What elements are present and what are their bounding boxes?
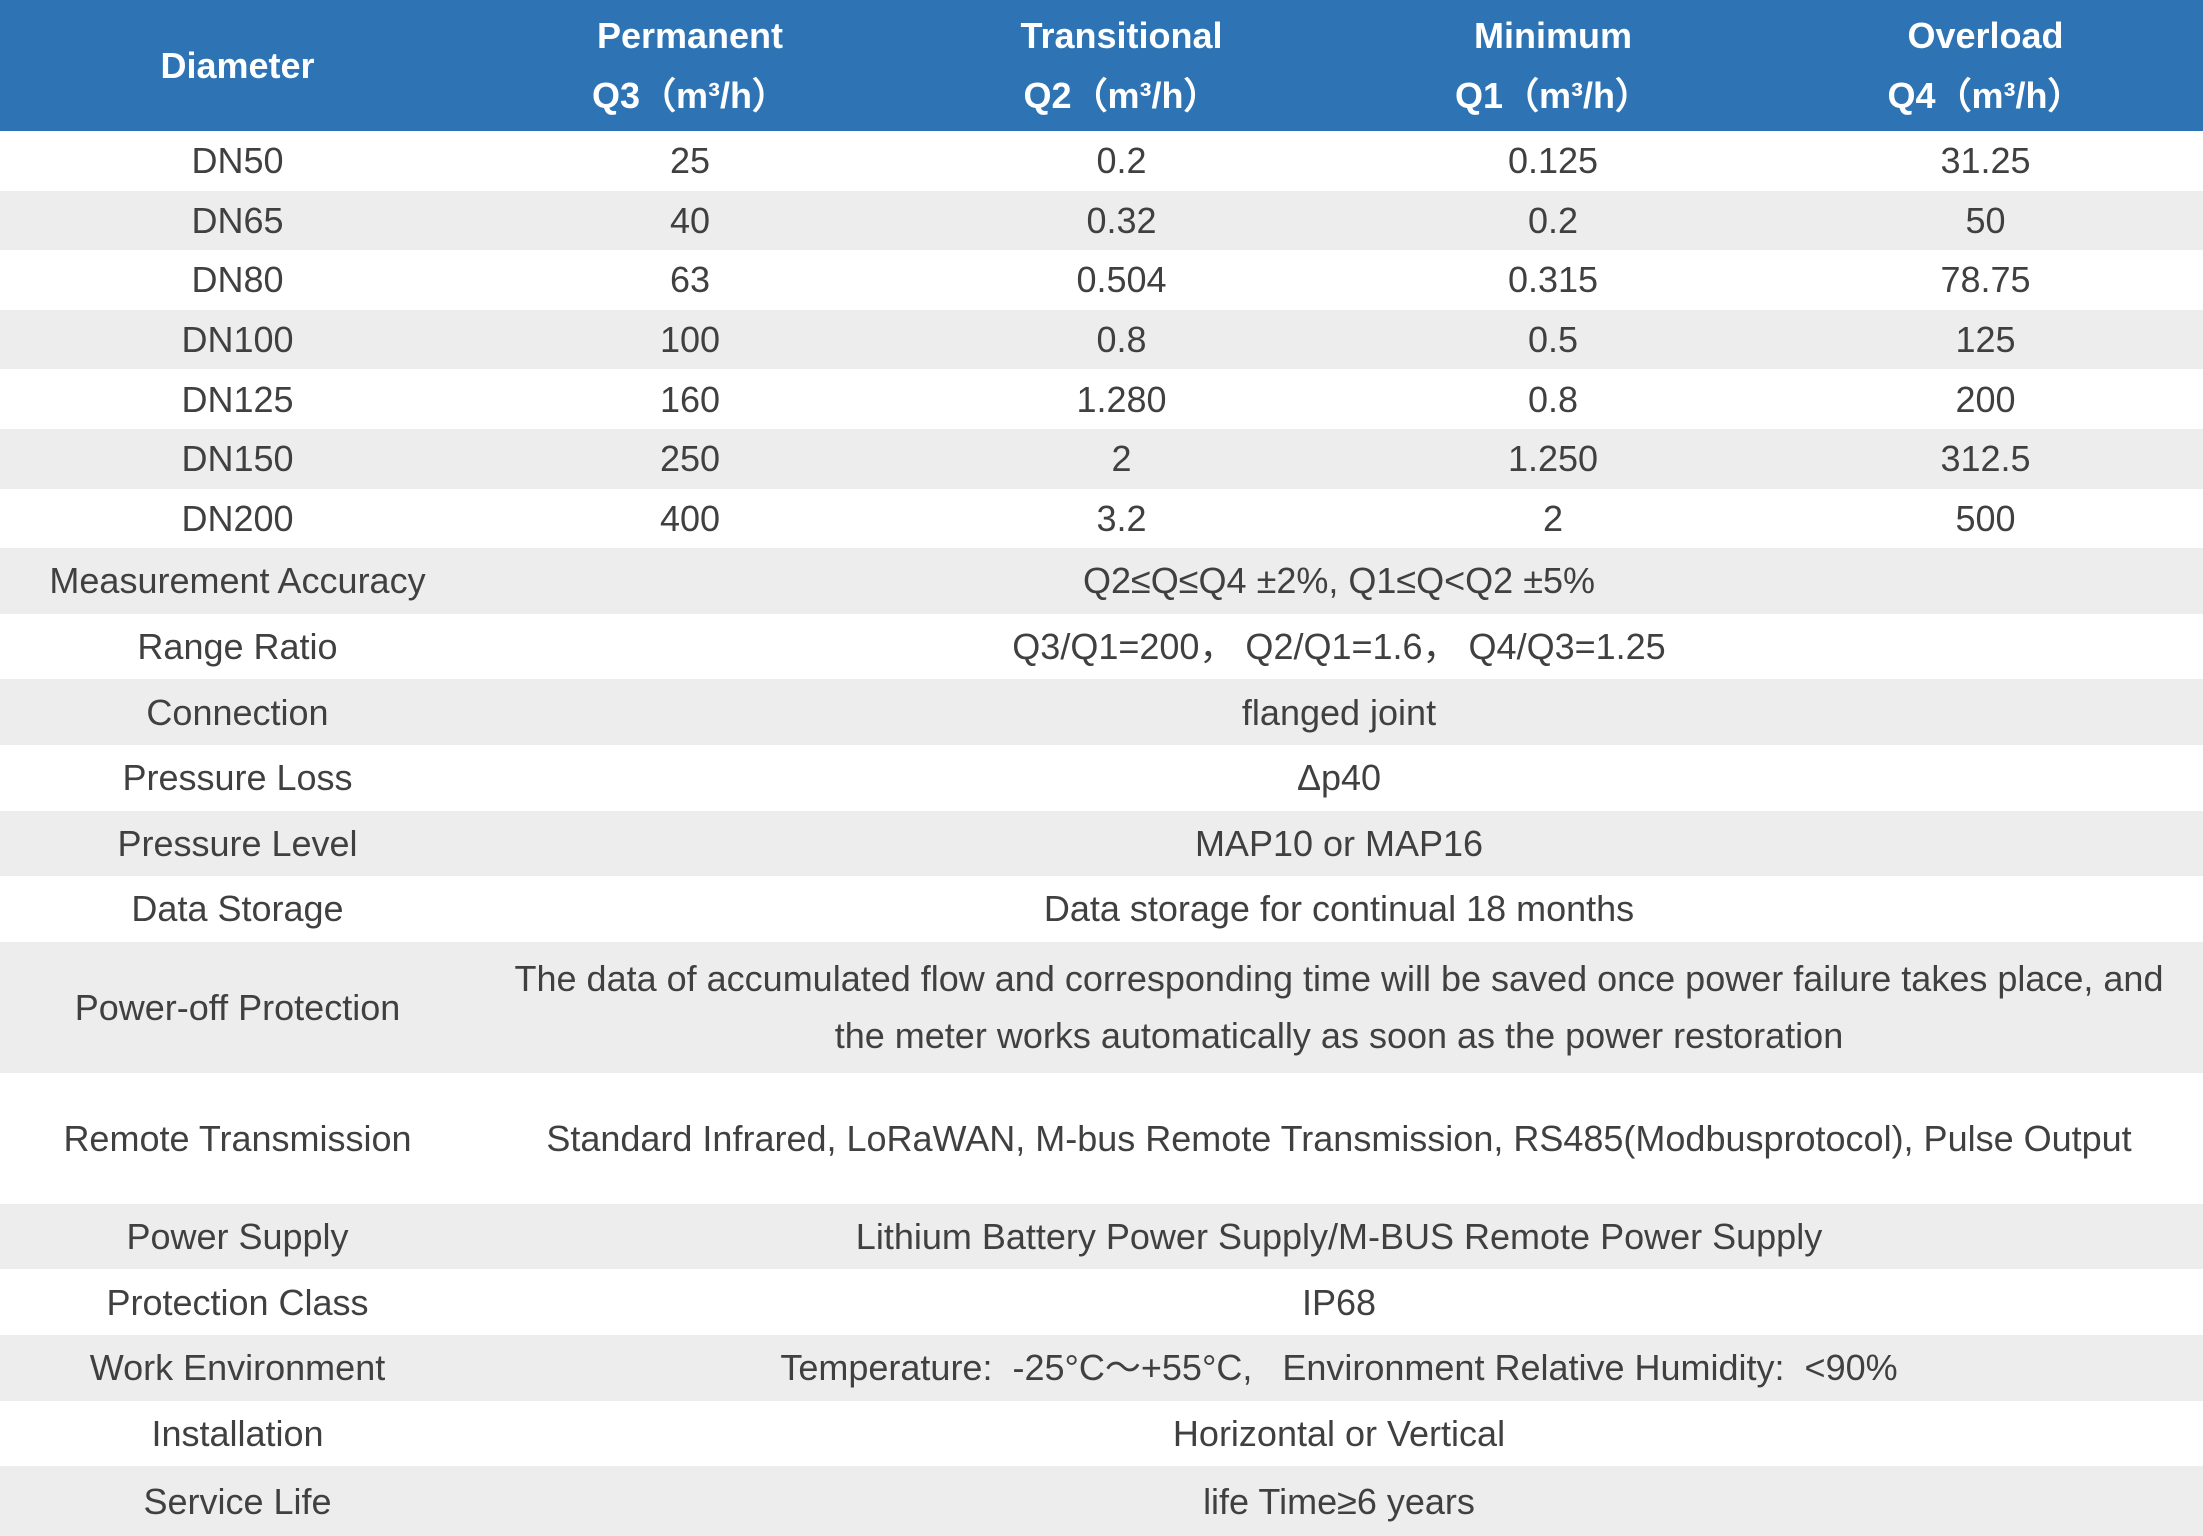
header-overload-unit: Q4（m³/h） — [1887, 74, 2084, 116]
spec-label: Service Life — [143, 1480, 332, 1522]
q4-cell: 500 — [1955, 497, 2016, 539]
spec-label: Pressure Level — [117, 822, 358, 864]
diameter-cell: DN200 — [181, 497, 294, 539]
q1-cell: 0.5 — [1527, 319, 1579, 361]
q3-cell: 25 — [669, 140, 711, 182]
diameter-cell: DN80 — [191, 259, 284, 301]
header-row: Diameter Permanent Q3（m³/h） Transitional… — [0, 0, 2203, 131]
q2-cell: 1.280 — [1076, 378, 1167, 420]
spec-value: Q2≤Q≤Q4 ±2%, Q1≤Q<Q2 ±5% — [1083, 560, 1595, 602]
q4-cell: 78.75 — [1940, 259, 2031, 301]
spec-row-range-ratio: Range Ratio Q3/Q1=200， Q2/Q1=1.6， Q4/Q3=… — [0, 613, 2203, 680]
q4-cell: 50 — [1965, 199, 2006, 241]
spec-row-pressure-loss: Pressure Loss Δp40 — [0, 744, 2203, 811]
spec-value: Data storage for continual 18 months — [1043, 888, 1635, 930]
header-transitional-unit: Q2（m³/h） — [1023, 74, 1220, 116]
spec-label: Power-off Protection — [74, 986, 401, 1028]
q2-cell: 0.32 — [1086, 199, 1157, 241]
diameter-cell: DN100 — [181, 319, 294, 361]
spec-value: Horizontal or Vertical — [1172, 1412, 1506, 1454]
spec-label: Work Environment — [89, 1347, 386, 1389]
spec-label: Installation — [151, 1412, 324, 1454]
q1-cell: 0.125 — [1507, 140, 1599, 182]
q2-cell: 0.8 — [1096, 319, 1147, 361]
q1-cell: 1.250 — [1507, 438, 1599, 480]
spec-label: Pressure Loss — [122, 757, 353, 799]
header-minimum: Minimum Q1（m³/h） — [1338, 0, 1768, 131]
header-minimum-label: Minimum — [1474, 14, 1632, 56]
header-permanent: Permanent Q3（m³/h） — [475, 0, 905, 131]
diameter-cell: DN50 — [191, 140, 284, 182]
diameter-cell: DN125 — [181, 378, 294, 420]
table-row: DN200 400 3.2 2 500 — [0, 488, 2203, 549]
spec-label: Measurement Accuracy — [49, 560, 426, 602]
spec-row-power-off-protection: Power-off Protection The data of accumul… — [0, 941, 2203, 1073]
spec-row-installation: Installation Horizontal or Vertical — [0, 1400, 2203, 1467]
spec-row-power-supply: Power Supply Lithium Battery Power Suppl… — [0, 1203, 2203, 1270]
header-minimum-unit: Q1（m³/h） — [1454, 74, 1651, 116]
spec-label: Remote Transmission — [63, 1117, 412, 1159]
header-permanent-unit: Q3（m³/h） — [591, 74, 788, 116]
spec-value: IP68 — [1301, 1281, 1377, 1323]
header-transitional-label: Transitional — [1020, 14, 1223, 56]
diameter-cell: DN65 — [191, 199, 284, 241]
q1-cell: 2 — [1542, 497, 1564, 539]
header-overload: Overload Q4（m³/h） — [1768, 0, 2203, 131]
table-row: DN100 100 0.8 0.5 125 — [0, 309, 2203, 370]
q4-cell: 200 — [1955, 378, 2016, 420]
q3-cell: 250 — [659, 438, 721, 480]
q3-cell: 100 — [659, 319, 721, 361]
spec-row-protection-class: Protection Class IP68 — [0, 1269, 2203, 1335]
diameter-cell: DN150 — [181, 438, 294, 480]
table-row: DN125 160 1.280 0.8 200 — [0, 369, 2203, 429]
spec-row-remote-transmission: Remote Transmission Standard Infrared, L… — [0, 1072, 2203, 1204]
spec-value: Temperature: -25°C～+55°C, Environment Re… — [780, 1347, 1898, 1389]
spec-label: Connection — [146, 691, 329, 733]
spec-value: The data of accumulated flow and corresp… — [514, 958, 2164, 1057]
header-overload-label: Overload — [1907, 14, 2064, 56]
spec-row-connection: Connection flanged joint — [0, 679, 2203, 745]
table-header: Diameter Permanent Q3（m³/h） Transitional… — [0, 0, 2203, 131]
spec-row-data-storage: Data Storage Data storage for continual … — [0, 876, 2203, 942]
table-row: DN80 63 0.504 0.315 78.75 — [0, 250, 2203, 310]
header-permanent-label: Permanent — [596, 14, 784, 56]
q2-cell: 0.504 — [1076, 259, 1167, 301]
header-diameter-label: Diameter — [160, 44, 315, 86]
q1-cell: 0.8 — [1527, 378, 1579, 420]
spec-row-measurement-accuracy: Measurement Accuracy Q2≤Q≤Q4 ±2%, Q1≤Q<Q… — [0, 548, 2203, 614]
spec-value: life Time≥6 years — [1203, 1480, 1475, 1522]
spec-label: Protection Class — [106, 1281, 369, 1323]
q3-cell: 400 — [659, 497, 721, 539]
q1-cell: 0.2 — [1527, 199, 1579, 241]
q2-cell: 3.2 — [1096, 497, 1147, 539]
spec-value: Δp40 — [1296, 757, 1382, 799]
spec-value: Lithium Battery Power Supply/M-BUS Remot… — [855, 1216, 1823, 1258]
spec-row-service-life: Service Life life Time≥6 years — [0, 1466, 2203, 1536]
table-row: DN150 250 2 1.250 312.5 — [0, 428, 2203, 489]
spec-row-pressure-level: Pressure Level MAP10 or MAP16 — [0, 810, 2203, 877]
q2-cell: 2 — [1111, 438, 1132, 480]
q3-cell: 40 — [669, 199, 711, 241]
spec-value: Standard Infrared, LoRaWAN, M-bus Remote… — [546, 1117, 2132, 1159]
q4-cell: 31.25 — [1940, 140, 2031, 182]
spec-row-work-environment: Work Environment Temperature: -25°C～+55°… — [0, 1334, 2203, 1401]
q2-cell: 0.2 — [1096, 140, 1147, 182]
spec-label: Power Supply — [126, 1216, 349, 1258]
q4-cell: 125 — [1955, 319, 2016, 361]
spec-label: Range Ratio — [137, 626, 338, 668]
spec-value: MAP10 or MAP16 — [1194, 822, 1484, 864]
q4-cell: 312.5 — [1940, 438, 2031, 480]
q3-cell: 63 — [669, 259, 711, 301]
table-row: DN65 40 0.32 0.2 50 — [0, 190, 2203, 251]
q1-cell: 0.315 — [1507, 259, 1599, 301]
header-transitional: Transitional Q2（m³/h） — [905, 0, 1338, 131]
table-row: DN50 25 0.2 0.125 31.25 — [0, 131, 2203, 191]
spec-label: Data Storage — [131, 888, 344, 930]
table-body: DN50 25 0.2 0.125 31.25 DN65 40 0.32 0.2… — [0, 131, 2203, 1536]
q3-cell: 160 — [659, 378, 721, 420]
spec-value: flanged joint — [1241, 691, 1437, 733]
header-diameter: Diameter — [0, 0, 475, 131]
spec-value: Q3/Q1=200， Q2/Q1=1.6， Q4/Q3=1.25 — [1012, 626, 1666, 668]
